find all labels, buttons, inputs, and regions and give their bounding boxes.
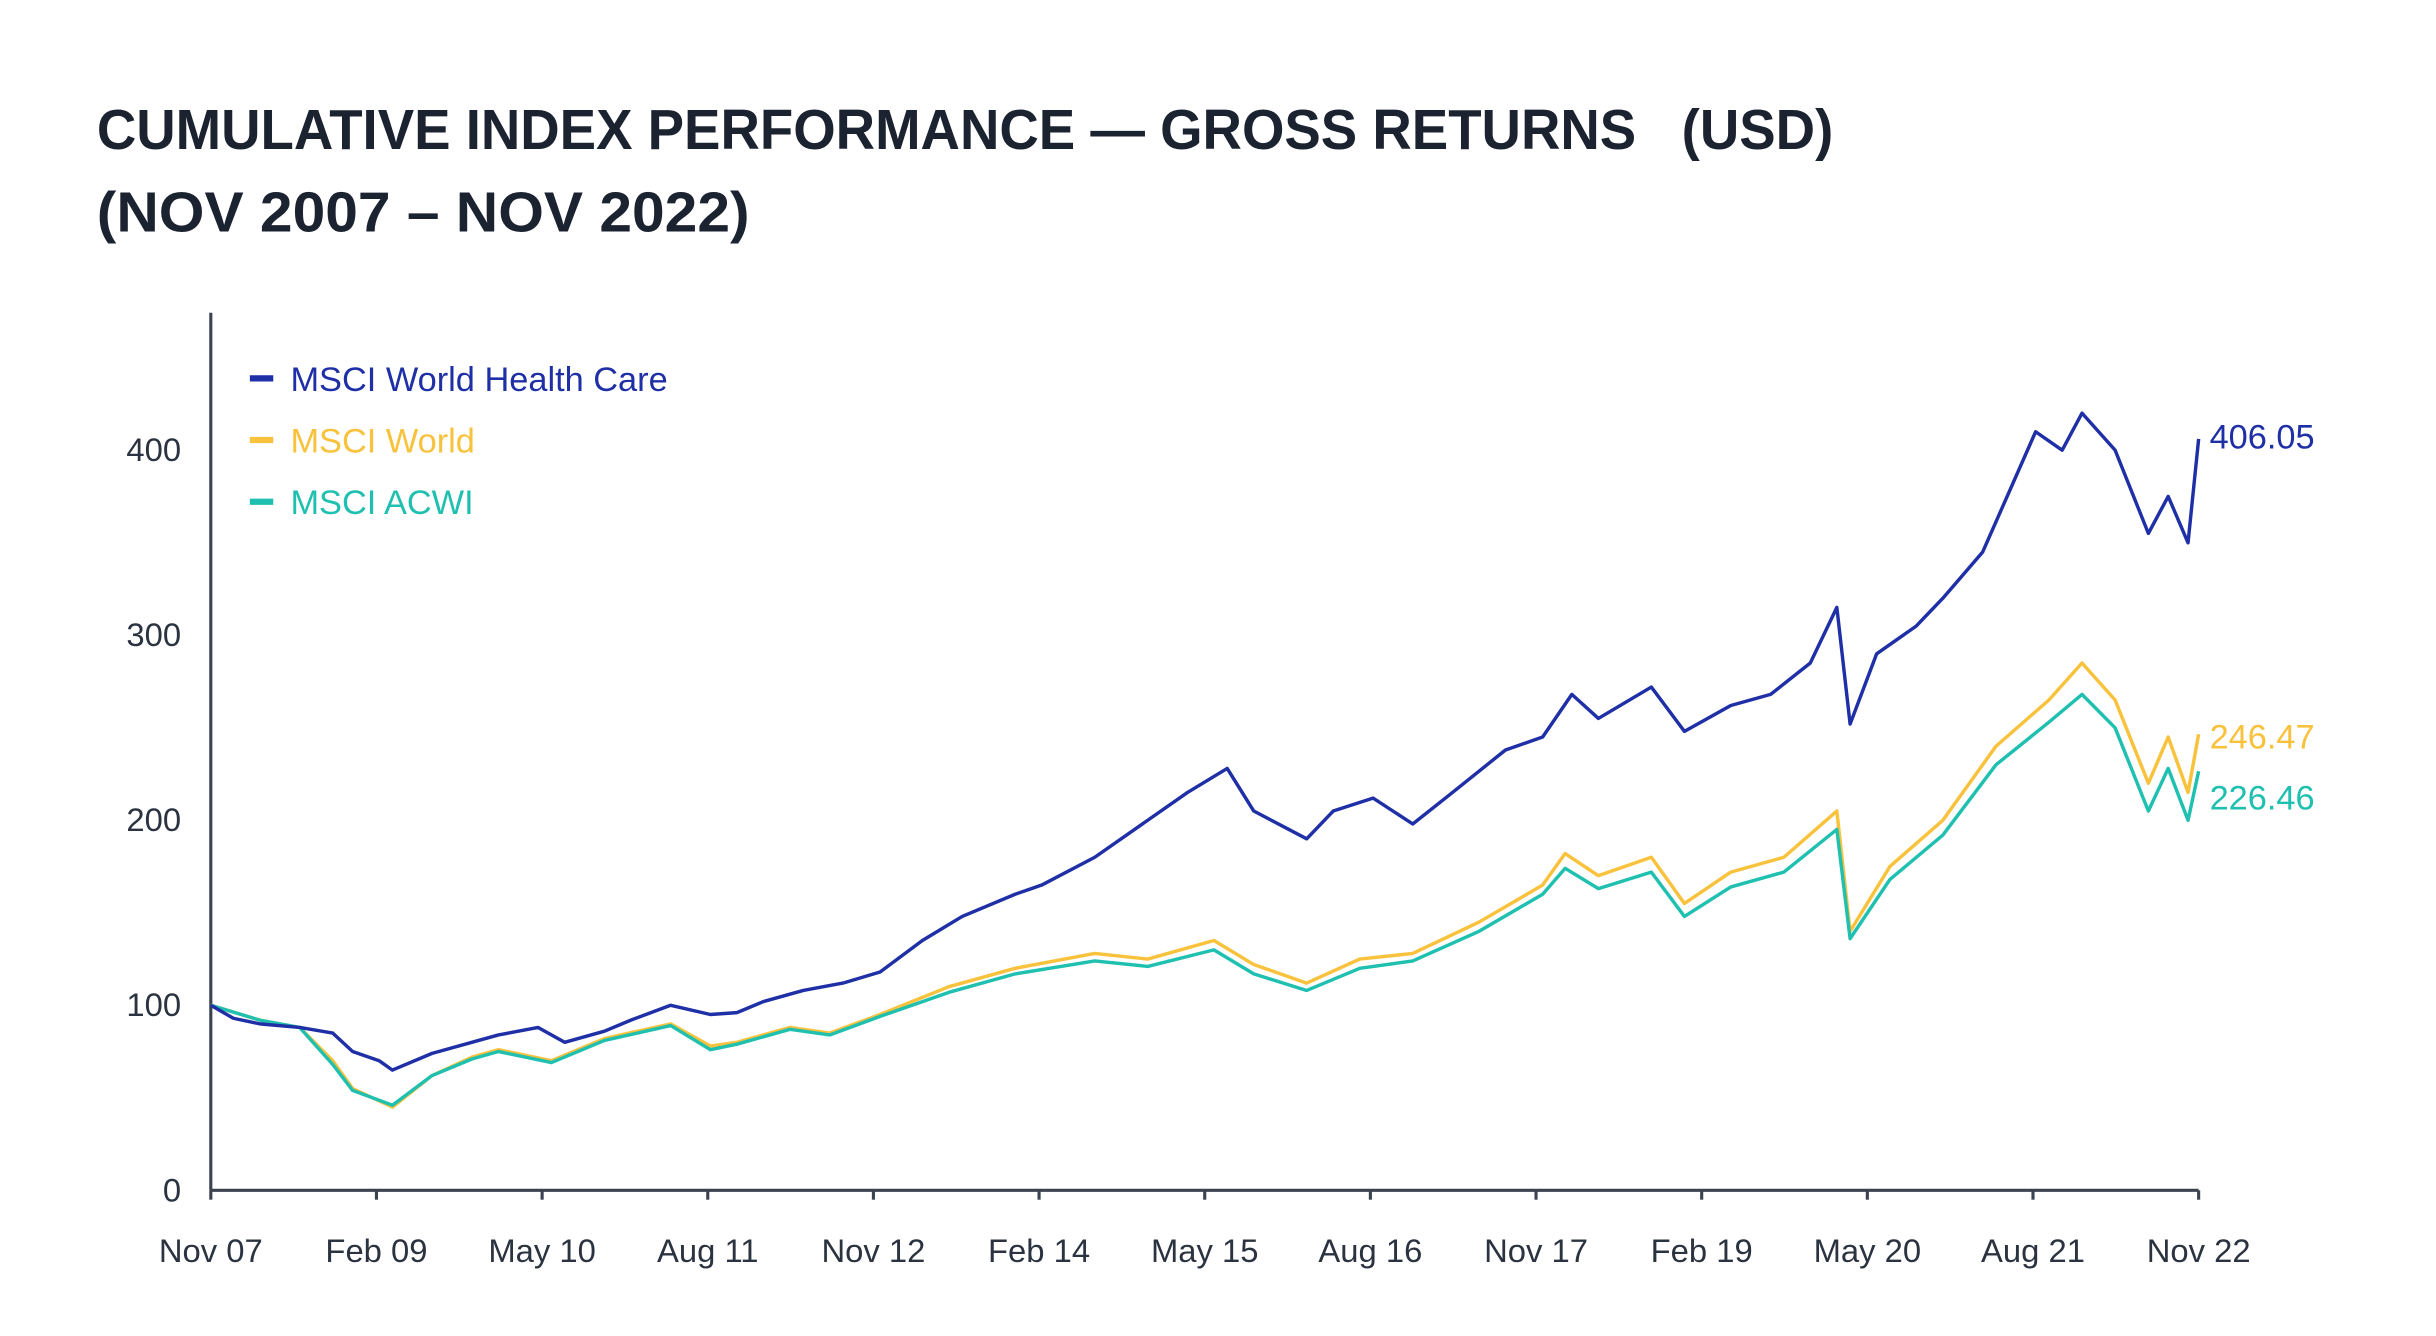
series-line-msci-world	[210, 661, 2201, 1109]
series-line-msci-acwi	[210, 692, 2201, 1107]
x-tick-label: Aug 16	[1318, 1232, 1422, 1269]
x-tick-label: Nov 07	[159, 1232, 263, 1269]
x-tick-label: Nov 17	[1484, 1232, 1588, 1269]
series-line-msci-world-health-care	[209, 411, 2201, 1072]
legend-label: MSCI World Health Care	[290, 361, 667, 399]
x-tick-label: May 20	[1814, 1232, 1922, 1269]
x-tick-label: Feb 19	[1651, 1232, 1753, 1269]
y-tick-label: 400	[126, 431, 181, 468]
end-value-label: 226.46	[2210, 779, 2315, 817]
legend-label: MSCI ACWI	[290, 484, 473, 522]
y-tick-label: 300	[126, 616, 181, 653]
x-tick-label: Nov 22	[2147, 1232, 2251, 1269]
y-tick-label: 200	[126, 801, 181, 838]
x-tick-label: Aug 11	[657, 1232, 758, 1269]
x-tick-label: Nov 12	[821, 1232, 925, 1269]
end-value-label: 246.47	[2210, 718, 2315, 756]
legend-label: MSCI World	[290, 423, 474, 461]
y-tick-label: 0	[163, 1171, 181, 1208]
x-tick-label: Feb 14	[988, 1232, 1090, 1269]
end-value-label: 406.05	[2210, 419, 2315, 457]
x-tick-label: May 10	[488, 1232, 596, 1269]
y-tick-label: 100	[126, 986, 181, 1023]
x-tick-label: Feb 09	[325, 1232, 427, 1269]
chart-title-line-2: (NOV 2007 – NOV 2022)	[97, 181, 750, 244]
x-tick-label: May 15	[1151, 1232, 1258, 1269]
x-tick-label: Aug 21	[1981, 1232, 2085, 1269]
chart-title-line-1: CUMULATIVE INDEX PERFORMANCE — GROSS RET…	[97, 98, 1833, 161]
